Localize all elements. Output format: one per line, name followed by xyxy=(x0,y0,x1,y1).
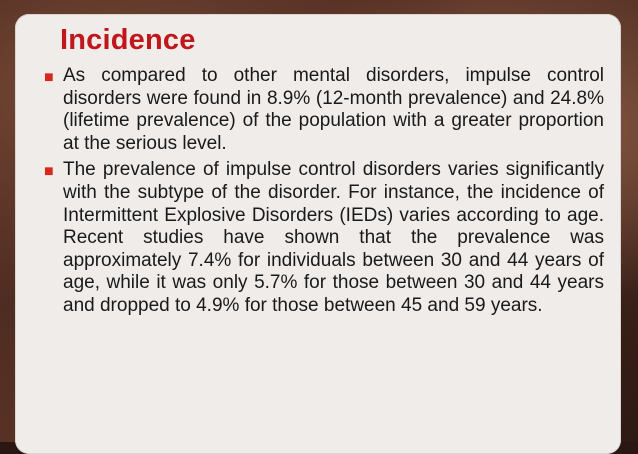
square-bullet-icon: ■ xyxy=(44,69,54,86)
content-panel xyxy=(15,14,621,454)
square-bullet-icon: ■ xyxy=(44,163,54,181)
bullet-item: ■ The prevalence of impulse control diso… xyxy=(44,159,604,317)
slide-title: Incidence xyxy=(60,24,196,56)
bullet-text: The prevalence of impulse control disord… xyxy=(63,159,604,316)
bullet-text: As compared to other mental disorders, i… xyxy=(63,65,604,154)
bullet-item: ■ As compared to other mental disorders,… xyxy=(44,65,604,155)
bullet-list: ■ As compared to other mental disorders,… xyxy=(44,65,604,322)
